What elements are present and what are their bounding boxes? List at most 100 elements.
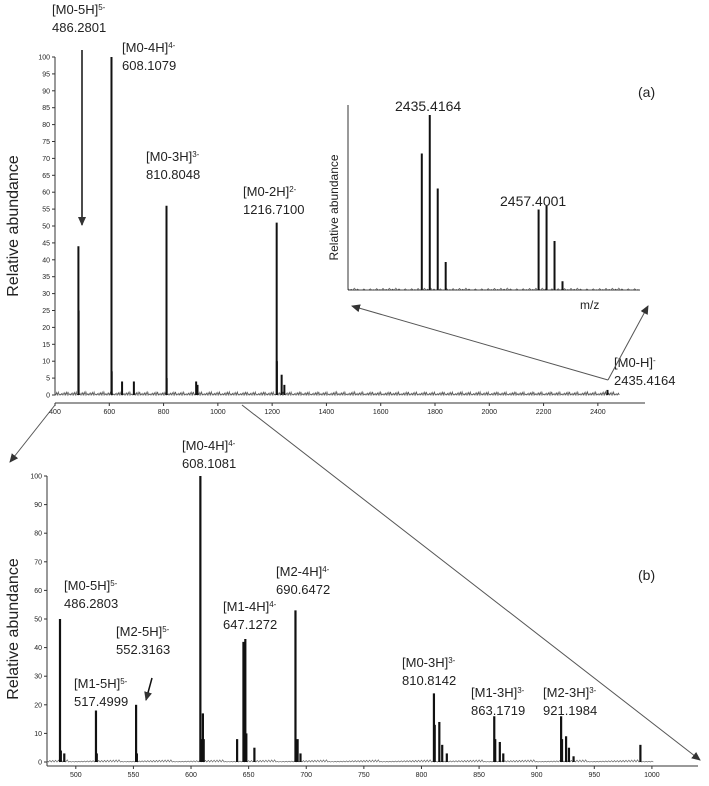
- noise-floor-b: [46, 759, 654, 763]
- annotation-b-0-ion: [M0-5H]5-: [64, 578, 118, 593]
- annotation-b-7-ion: [M1-3H]3-: [471, 685, 525, 700]
- zoom-line-left: [351, 304, 609, 381]
- y-tick-label-b: 70: [34, 559, 42, 566]
- annotation-a-2-ion: [M0-3H]3-: [146, 149, 200, 164]
- annotation-b-4-ion: [M1-4H]4-: [223, 599, 277, 614]
- annotation-b-7-mz: 863.1719: [471, 703, 525, 718]
- annotation-b-0-mz: 486.2803: [64, 596, 118, 611]
- annotation-a-2-mz: 810.8048: [146, 167, 200, 182]
- annotation-b-6-mz: 810.8142: [402, 673, 456, 688]
- y-tick-label-a: 100: [38, 55, 50, 62]
- annotation-b-5-ion: [M2-4H]4-: [276, 564, 330, 579]
- panel-label-a: (a): [638, 84, 655, 100]
- annotation-b-3-ion: [M0-4H]4-: [182, 438, 236, 453]
- zoom-line-right: [607, 305, 649, 381]
- y-tick-label-b: 0: [38, 760, 42, 767]
- annotation-b-8-mz: 921.1984: [543, 703, 597, 718]
- y-tick-label-a: 60: [42, 190, 50, 197]
- y-tick-label-a: 15: [42, 342, 50, 349]
- y-tick-label-a: 45: [42, 240, 50, 247]
- annotation-b-6-ion: [M0-3H]3-: [402, 655, 456, 670]
- inset-peak-label-1: 2435.4164: [395, 98, 461, 114]
- y-tick-label-a: 85: [42, 105, 50, 112]
- annotation-a-3-ion: [M0-2H]2-: [243, 184, 297, 199]
- annotation-b-2-ion: [M2-5H]5-: [116, 624, 170, 639]
- inset-peak-label-2: 2457.4001: [500, 193, 566, 209]
- y-axis-label-a: Relative abundance: [5, 155, 22, 297]
- x-tick-label-b: 950: [588, 772, 600, 779]
- annotation-a-4-ion: [M0-H]-: [614, 355, 656, 370]
- annotation-a-3-mz: 1216.7100: [243, 202, 304, 217]
- annotation-a-1-ion: [M0-4H]4-: [122, 40, 176, 55]
- y-tick-label-a: 30: [42, 291, 50, 298]
- noise-floor-a: [54, 390, 620, 397]
- annotation-b-5-mz: 690.6472: [276, 582, 330, 597]
- y-tick-label-a: 75: [42, 139, 50, 146]
- x-tick-label-a: 400: [49, 409, 61, 416]
- y-tick-label-b: 50: [34, 617, 42, 624]
- arrow-m2-5h-b: [144, 677, 153, 701]
- annotation-b-1-mz: 517.4999: [74, 694, 128, 709]
- annotation-a-1-mz: 608.1079: [122, 58, 176, 73]
- x-tick-label-b: 1000: [644, 772, 660, 779]
- annotation-b-1-ion: [M1-5H]5-: [74, 676, 128, 691]
- annotation-a-0-mz: 486.2801: [52, 20, 106, 35]
- y-tick-label-b: 40: [34, 645, 42, 652]
- zoom-line-b-right: [241, 404, 701, 761]
- panel-label-b: (b): [638, 567, 655, 583]
- panel-a: 0 5 10 15 20 25 30 35 40 45 50 55 60 65 70 75 80 85 90 95 10…: [5, 2, 675, 416]
- inset: 2435.4164 2457.4001 m/z Relative abundance: [327, 98, 649, 381]
- x-tick-label-b: 800: [416, 772, 428, 779]
- x-tick-label-b: 650: [243, 772, 255, 779]
- x-tick-label-a: 1800: [427, 409, 443, 416]
- y-tick-label-a: 35: [42, 274, 50, 281]
- x-tick-label-a: 1400: [319, 409, 335, 416]
- annotation-a-0-ion: [M0-5H]5-: [52, 2, 106, 17]
- y-tick-label-a: 20: [42, 325, 50, 332]
- annotation-b-8-ion: [M2-3H]3-: [543, 685, 597, 700]
- annotation-b-4-mz: 647.1272: [223, 617, 277, 632]
- y-tick-label-b: 80: [34, 531, 42, 538]
- inset-x-label: m/z: [580, 298, 599, 312]
- x-tick-label-a: 2000: [481, 409, 497, 416]
- annotation-a-4-mz: 2435.4164: [614, 373, 675, 388]
- y-tick-label-a: 50: [42, 224, 50, 231]
- x-tick-label-b: 500: [70, 772, 82, 779]
- y-tick-label-a: 95: [42, 71, 50, 78]
- x-tick-label-a: 1000: [210, 409, 226, 416]
- y-tick-label-a: 0: [46, 393, 50, 400]
- inset-y-label: Relative abundance: [327, 154, 341, 260]
- y-tick-label-a: 70: [42, 156, 50, 163]
- y-tick-label-b: 10: [34, 731, 42, 738]
- y-tick-label-a: 55: [42, 207, 50, 214]
- x-tick-label-a: 2400: [590, 409, 606, 416]
- x-tick-label-b: 700: [300, 772, 312, 779]
- y-tick-label-a: 40: [42, 257, 50, 264]
- annotation-b-2-mz: 552.3163: [116, 642, 170, 657]
- y-tick-label-a: 10: [42, 359, 50, 366]
- inset-noise: [347, 287, 640, 291]
- y-tick-label-a: 80: [42, 122, 50, 129]
- x-tick-label-a: 600: [103, 409, 115, 416]
- x-tick-label-b: 550: [128, 772, 140, 779]
- x-tick-label-b: 900: [531, 772, 543, 779]
- y-tick-label-b: 100: [30, 474, 42, 481]
- y-tick-label-a: 65: [42, 173, 50, 180]
- x-tick-label-b: 600: [185, 772, 197, 779]
- y-tick-label-b: 90: [34, 502, 42, 509]
- x-tick-label-a: 1200: [264, 409, 280, 416]
- annotation-b-3-mz: 608.1081: [182, 456, 236, 471]
- panel-b: 0 10 20 30 40 50 60 70 80 90 100 500 550 600 650 700 750…: [5, 404, 701, 779]
- x-tick-label-a: 1600: [373, 409, 389, 416]
- y-axis-label-b: Relative abundance: [5, 558, 22, 700]
- x-tick-label-b: 750: [358, 772, 370, 779]
- x-tick-label-a: 2200: [536, 409, 552, 416]
- y-tick-label-a: 5: [46, 376, 50, 383]
- x-tick-label-b: 850: [473, 772, 485, 779]
- y-tick-label-b: 30: [34, 674, 42, 681]
- x-tick-label-a: 800: [158, 409, 170, 416]
- y-tick-label-b: 60: [34, 588, 42, 595]
- y-tick-label-a: 25: [42, 308, 50, 315]
- y-tick-label-b: 20: [34, 702, 42, 709]
